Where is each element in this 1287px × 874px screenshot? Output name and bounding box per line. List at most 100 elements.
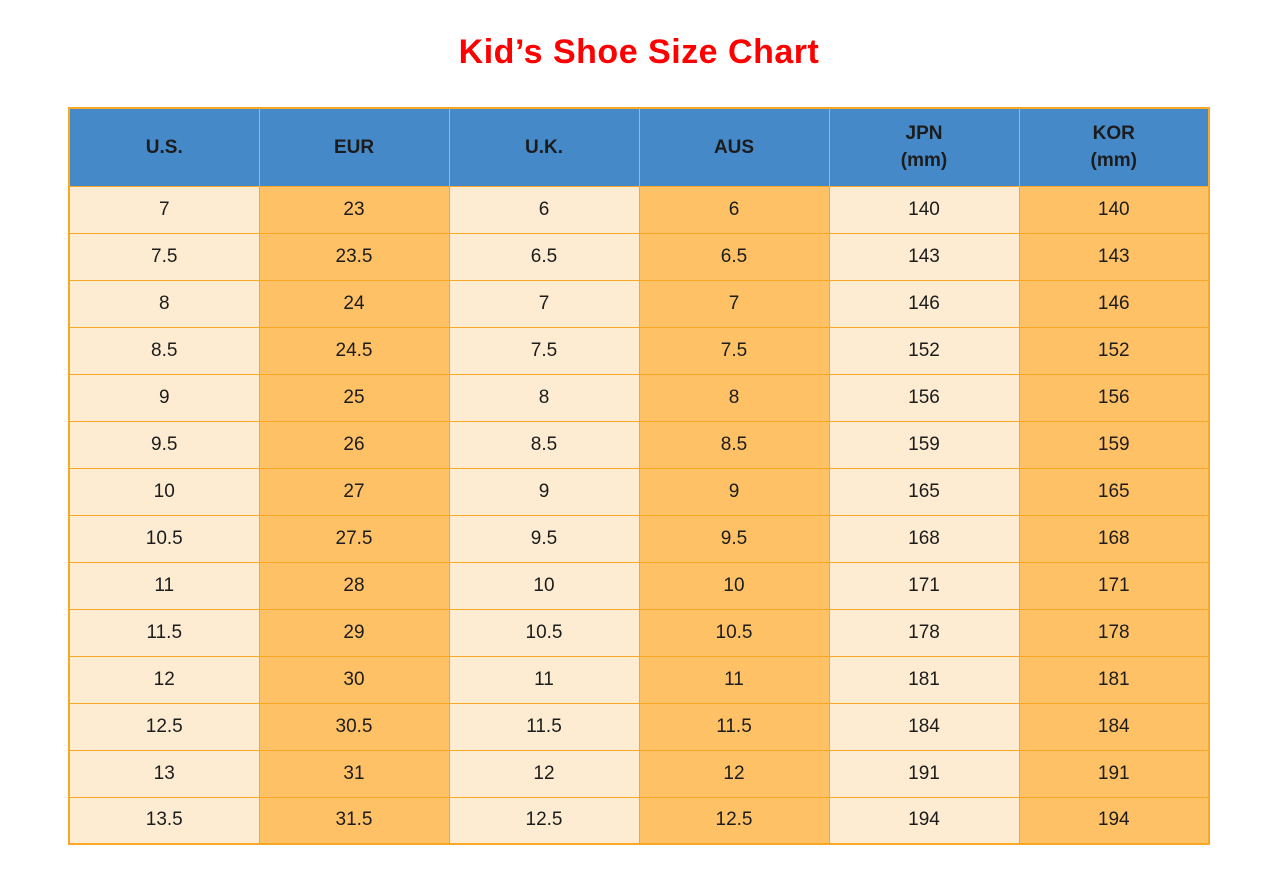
table-cell: 23.5	[258, 232, 450, 281]
table-cell: 6.5	[638, 232, 830, 281]
table-body: 7 23 6 6 140 140 7.5 23.5 6.5 6.5 143 143 8 24 7 7 146 14…	[68, 185, 1210, 845]
table-cell: 191	[828, 749, 1020, 798]
table-row: 8 24 7 7 146 146	[68, 279, 1210, 328]
table-cell: 171	[1018, 561, 1210, 610]
table-cell: 8.5	[638, 420, 830, 469]
table-row: 7.5 23.5 6.5 6.5 143 143	[68, 232, 1210, 281]
table-cell: 10	[638, 561, 830, 610]
table-cell: 31	[258, 749, 450, 798]
table-cell: 6	[638, 185, 830, 234]
table-cell: 156	[1018, 373, 1210, 422]
table-cell: 12	[448, 749, 640, 798]
table-cell: 12.5	[68, 702, 260, 751]
column-header-u-k: U.K.	[448, 107, 640, 187]
table-cell: 178	[1018, 608, 1210, 657]
table-cell: 9.5	[68, 420, 260, 469]
table-row: 10 27 9 9 165 165	[68, 467, 1210, 516]
table-cell: 168	[1018, 514, 1210, 563]
column-header-aus: AUS	[638, 107, 830, 187]
table-cell: 26	[258, 420, 450, 469]
page-title: Kid’s Shoe Size Chart	[458, 33, 820, 71]
table-cell: 146	[828, 279, 1020, 328]
table-cell: 11	[638, 655, 830, 704]
table-cell: 11.5	[448, 702, 640, 751]
table-cell: 7.5	[68, 232, 260, 281]
table-cell: 30	[258, 655, 450, 704]
table-cell: 165	[1018, 467, 1210, 516]
table-cell: 152	[1018, 326, 1210, 375]
table-cell: 13	[68, 749, 260, 798]
table-cell: 8.5	[448, 420, 640, 469]
table-cell: 9.5	[448, 514, 640, 563]
table-cell: 143	[1018, 232, 1210, 281]
table-row: 9.5 26 8.5 8.5 159 159	[68, 420, 1210, 469]
table-cell: 140	[1018, 185, 1210, 234]
table-cell: 9	[638, 467, 830, 516]
table-cell: 194	[828, 796, 1020, 845]
table-row: 8.5 24.5 7.5 7.5 152 152	[68, 326, 1210, 375]
table-row: 12.5 30.5 11.5 11.5 184 184	[68, 702, 1210, 751]
table-cell: 181	[1018, 655, 1210, 704]
table-cell: 159	[828, 420, 1020, 469]
shoe-size-table: U.S. EUR U.K. AUS JPN (mm) KOR (mm) 7 23 6 6 140 1…	[68, 107, 1210, 845]
table-cell: 24	[258, 279, 450, 328]
table-cell: 10.5	[68, 514, 260, 563]
table-row: 12 30 11 11 181 181	[68, 655, 1210, 704]
table-cell: 8	[448, 373, 640, 422]
table-header-row: U.S. EUR U.K. AUS JPN (mm) KOR (mm)	[68, 107, 1210, 187]
table-cell: 7.5	[638, 326, 830, 375]
table-cell: 6	[448, 185, 640, 234]
table-cell: 11.5	[68, 608, 260, 657]
column-header-jpn-mm: JPN (mm)	[828, 107, 1020, 187]
table-cell: 10.5	[448, 608, 640, 657]
table-cell: 8	[68, 279, 260, 328]
table-row: 13 31 12 12 191 191	[68, 749, 1210, 798]
table-cell: 7	[448, 279, 640, 328]
table-cell: 10.5	[638, 608, 830, 657]
table-cell: 12.5	[448, 796, 640, 845]
table-cell: 146	[1018, 279, 1210, 328]
table-cell: 7	[638, 279, 830, 328]
table-cell: 9	[448, 467, 640, 516]
table-cell: 7.5	[448, 326, 640, 375]
table-cell: 12	[638, 749, 830, 798]
table-cell: 31.5	[258, 796, 450, 845]
table-cell: 156	[828, 373, 1020, 422]
table-cell: 13.5	[68, 796, 260, 845]
table-cell: 181	[828, 655, 1020, 704]
table-cell: 143	[828, 232, 1020, 281]
table-cell: 6.5	[448, 232, 640, 281]
table-cell: 25	[258, 373, 450, 422]
table-cell: 178	[828, 608, 1020, 657]
table-row: 13.5 31.5 12.5 12.5 194 194	[68, 796, 1210, 845]
table-cell: 171	[828, 561, 1020, 610]
table-head: U.S. EUR U.K. AUS JPN (mm) KOR (mm)	[68, 107, 1210, 187]
table-cell: 9	[68, 373, 260, 422]
table-cell: 27.5	[258, 514, 450, 563]
column-header-u-s: U.S.	[68, 107, 260, 187]
table-cell: 194	[1018, 796, 1210, 845]
table-cell: 12.5	[638, 796, 830, 845]
table-row: 11 28 10 10 171 171	[68, 561, 1210, 610]
table-cell: 10	[448, 561, 640, 610]
table-row: 9 25 8 8 156 156	[68, 373, 1210, 422]
table-cell: 140	[828, 185, 1020, 234]
table-cell: 8.5	[68, 326, 260, 375]
table-cell: 23	[258, 185, 450, 234]
table-cell: 168	[828, 514, 1020, 563]
column-header-eur: EUR	[258, 107, 450, 187]
table-cell: 8	[638, 373, 830, 422]
table-cell: 28	[258, 561, 450, 610]
page: Kid’s Shoe Size Chart U.S. EUR U.K. AUS JPN …	[68, 30, 1210, 845]
table-cell: 11.5	[638, 702, 830, 751]
table-cell: 24.5	[258, 326, 450, 375]
column-header-kor-mm: KOR (mm)	[1018, 107, 1210, 187]
table-cell: 27	[258, 467, 450, 516]
table-cell: 12	[68, 655, 260, 704]
table-cell: 165	[828, 467, 1020, 516]
table-row: 11.5 29 10.5 10.5 178 178	[68, 608, 1210, 657]
table-cell: 7	[68, 185, 260, 234]
table-row: 10.5 27.5 9.5 9.5 168 168	[68, 514, 1210, 563]
table-cell: 29	[258, 608, 450, 657]
table-cell: 191	[1018, 749, 1210, 798]
